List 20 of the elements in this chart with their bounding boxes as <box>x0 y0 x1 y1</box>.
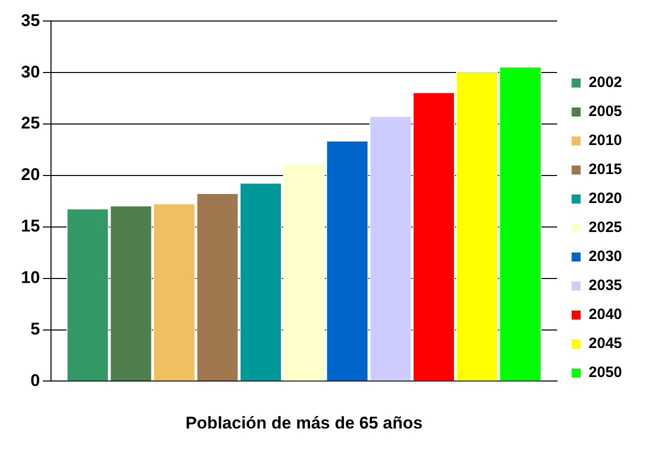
legend-label: 2020 <box>588 190 622 208</box>
y-tick-label: 0 <box>30 370 40 390</box>
y-tick-label: 30 <box>20 62 40 82</box>
legend-label: 2040 <box>588 306 622 324</box>
y-tick-label: 5 <box>30 319 40 338</box>
y-tick-label: 35 <box>20 10 40 30</box>
legend-label: 2015 <box>588 161 622 178</box>
y-tick-label: 15 <box>20 216 40 236</box>
legend-label: 2035 <box>588 277 622 294</box>
legend-label: 2030 <box>588 248 622 266</box>
legend-label: 2050 <box>588 364 622 382</box>
legend-label: 2005 <box>588 103 622 120</box>
y-tick-label: 25 <box>20 114 40 133</box>
x-axis-title: Población de más de 65 años <box>185 413 423 432</box>
legend-label: 2025 <box>588 219 622 236</box>
y-tick-label: 10 <box>20 268 40 288</box>
y-tick-label: 20 <box>20 165 40 184</box>
legend-label: 2045 <box>588 335 622 352</box>
legend-label: 2010 <box>588 132 622 150</box>
legend-label: 2002 <box>588 74 622 92</box>
